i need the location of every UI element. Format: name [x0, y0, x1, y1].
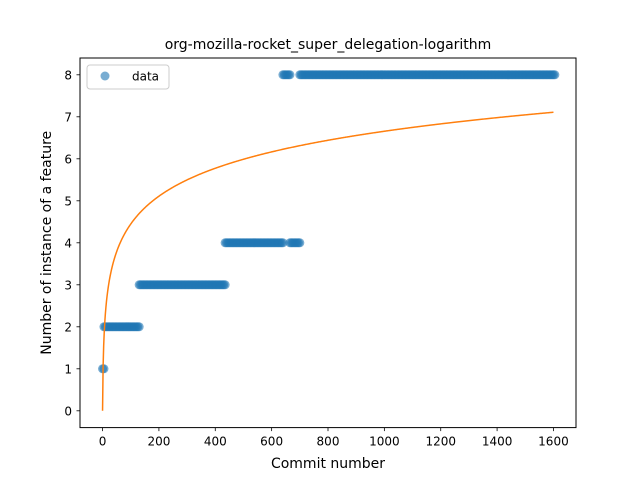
- data-point: [295, 238, 305, 248]
- x-tick-label: 800: [317, 435, 340, 449]
- y-axis: 0 1 2 3 4 5 6 7 8: [64, 68, 80, 418]
- plot-frame: [79, 57, 577, 429]
- x-tick-label: 0: [99, 435, 107, 449]
- x-tick-label: 1600: [538, 435, 569, 449]
- x-axis: 0 200 400 600 800 1000 1200 1400 1600: [99, 427, 569, 449]
- y-tick-label: 8: [64, 68, 72, 82]
- data-point: [134, 322, 144, 332]
- x-tick-label: 400: [204, 435, 227, 449]
- y-tick-label: 0: [64, 404, 72, 418]
- y-tick-label: 1: [64, 362, 72, 376]
- x-tick-label: 1400: [482, 435, 513, 449]
- y-tick-label: 6: [64, 152, 72, 166]
- x-tick-label: 600: [260, 435, 283, 449]
- data-point: [550, 70, 560, 80]
- chart-title: org-mozilla-rocket_super_delegation-loga…: [165, 37, 492, 53]
- plot-area: [98, 70, 560, 411]
- data-point: [220, 280, 230, 290]
- y-tick-label: 7: [64, 110, 72, 124]
- y-axis-label: Number of instance of a feature: [39, 131, 55, 355]
- x-tick-label: 200: [147, 435, 170, 449]
- x-axis-label: Commit number: [271, 456, 385, 472]
- data-point: [285, 70, 295, 80]
- y-tick-label: 4: [64, 236, 72, 250]
- data-point: [278, 238, 288, 248]
- y-tick-label: 5: [64, 194, 72, 208]
- y-tick-label: 3: [64, 278, 72, 292]
- series-data: [98, 70, 560, 374]
- legend-label-data: data: [132, 70, 159, 84]
- x-tick-label: 1000: [369, 435, 400, 449]
- data-point: [99, 364, 109, 374]
- legend-marker-data: [100, 71, 110, 81]
- legend: data: [86, 64, 170, 90]
- y-tick-label: 2: [64, 320, 72, 334]
- x-tick-label: 1200: [425, 435, 456, 449]
- legend-box: [86, 64, 170, 90]
- fit-line: [101, 111, 554, 411]
